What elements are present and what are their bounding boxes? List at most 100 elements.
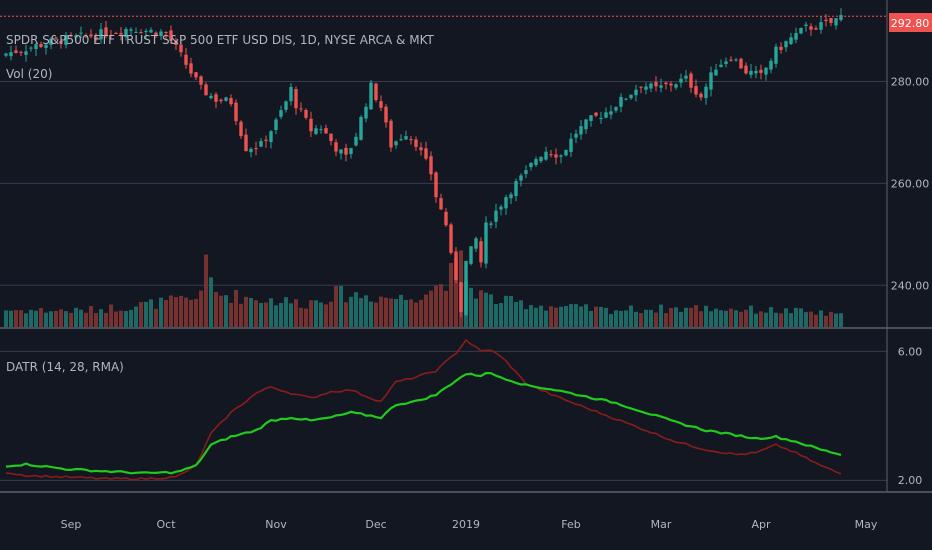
volume-bar: [104, 312, 108, 327]
candle-body: [739, 58, 743, 69]
volume-bar: [589, 310, 593, 327]
volume-bar: [274, 305, 278, 327]
time-tick-label: Sep: [61, 518, 82, 531]
candle-body: [589, 115, 593, 121]
volume-bar: [224, 295, 228, 327]
volume-bar: [559, 306, 563, 327]
time-tick-label: May: [855, 518, 878, 531]
candle-body: [834, 18, 838, 26]
time-axis[interactable]: Sep Oct Nov Dec 2019 Feb Mar Apr May: [61, 518, 878, 531]
volume-bar: [839, 313, 843, 327]
candle-body: [684, 75, 688, 79]
candle-body: [634, 89, 638, 96]
candle-body: [504, 197, 508, 209]
volume-bar: [794, 307, 798, 327]
candle-body: [799, 27, 803, 34]
volume-bar: [664, 313, 668, 327]
candle-body: [699, 93, 703, 98]
volume-bar: [824, 315, 828, 327]
candle-body: [244, 134, 248, 152]
volume-bar: [369, 301, 373, 327]
volume-bar: [69, 312, 73, 327]
candle-body: [164, 32, 168, 34]
volume-bar: [124, 311, 128, 327]
candle-body: [814, 28, 818, 30]
volume-bar: [574, 304, 578, 327]
candle-body: [789, 37, 793, 45]
candle-body: [749, 70, 753, 75]
volume-bar: [449, 263, 453, 327]
candle-body: [209, 95, 213, 99]
volume-bar: [279, 303, 283, 327]
candle-body: [719, 64, 723, 67]
candle-body: [254, 148, 258, 150]
volume-bar: [49, 311, 53, 327]
candle-body: [264, 139, 268, 141]
candle-body: [429, 156, 433, 175]
candle-body: [329, 133, 333, 142]
indicator-bottom-value: 2.00: [898, 474, 923, 487]
volume-bar: [429, 290, 433, 327]
indicator-axis[interactable]: 6.00: [898, 345, 923, 358]
candle-body: [759, 69, 763, 73]
volume-bar: [374, 302, 378, 327]
volume-bar: [44, 312, 48, 327]
candle-body: [194, 72, 198, 78]
price-axis[interactable]: 240.00 260.00 280.00: [891, 76, 930, 293]
volume-bar: [364, 295, 368, 327]
volume-bar: [479, 290, 483, 327]
volume-bar: [744, 309, 748, 327]
volume-bar: [264, 302, 268, 327]
candle-body: [474, 238, 478, 249]
volume-bar: [509, 296, 513, 327]
last-price-value: 292.80: [891, 17, 930, 30]
candle-body: [4, 53, 8, 56]
volume-bar: [684, 307, 688, 327]
candle-body: [284, 101, 288, 110]
volume-bar: [829, 311, 833, 327]
volume-bar: [674, 307, 678, 327]
candle-body: [204, 84, 208, 96]
candle-body: [414, 139, 418, 147]
candle-body: [764, 67, 768, 75]
candle-body: [594, 112, 598, 116]
volume-bar: [514, 301, 518, 327]
candle-body: [609, 111, 613, 115]
candle-body: [109, 34, 113, 36]
candle-body: [454, 251, 458, 280]
candle-body: [279, 110, 283, 117]
candle-body: [669, 83, 673, 86]
volume-bar: [244, 296, 248, 327]
volume-bar: [34, 310, 38, 327]
candle-body: [624, 98, 628, 100]
candle-body: [309, 118, 313, 132]
candle-body: [444, 211, 448, 226]
volume-bar: [669, 308, 673, 327]
volume-bar: [734, 310, 738, 327]
candle-body: [379, 101, 383, 108]
candle-body: [74, 35, 78, 38]
volume-bar: [4, 310, 8, 327]
volume-bar: [454, 258, 458, 327]
candle-body: [774, 46, 778, 64]
volume-bar: [739, 311, 743, 327]
indicator-label[interactable]: DATR (14, 28, RMA): [6, 360, 124, 374]
candle-body: [644, 86, 648, 90]
candle-body: [804, 24, 808, 26]
symbol-title[interactable]: SPDR S&P500 ETF TRUST S&P 500 ETF USD DI…: [6, 33, 435, 47]
candle-body: [144, 31, 148, 33]
volume-label[interactable]: Vol (20): [6, 67, 52, 81]
price-tick-label: 280.00: [891, 76, 930, 89]
candle-body: [404, 136, 408, 140]
volume-bar: [149, 299, 153, 327]
volume-bar: [14, 310, 18, 327]
candle-body: [9, 52, 13, 57]
candle-body: [714, 69, 718, 76]
volume-bar: [74, 307, 78, 327]
volume-bar: [344, 302, 348, 327]
candle-body: [104, 27, 108, 37]
volume-bar: [249, 298, 253, 327]
volume-bar: [39, 308, 43, 327]
volume-bar: [654, 312, 658, 327]
